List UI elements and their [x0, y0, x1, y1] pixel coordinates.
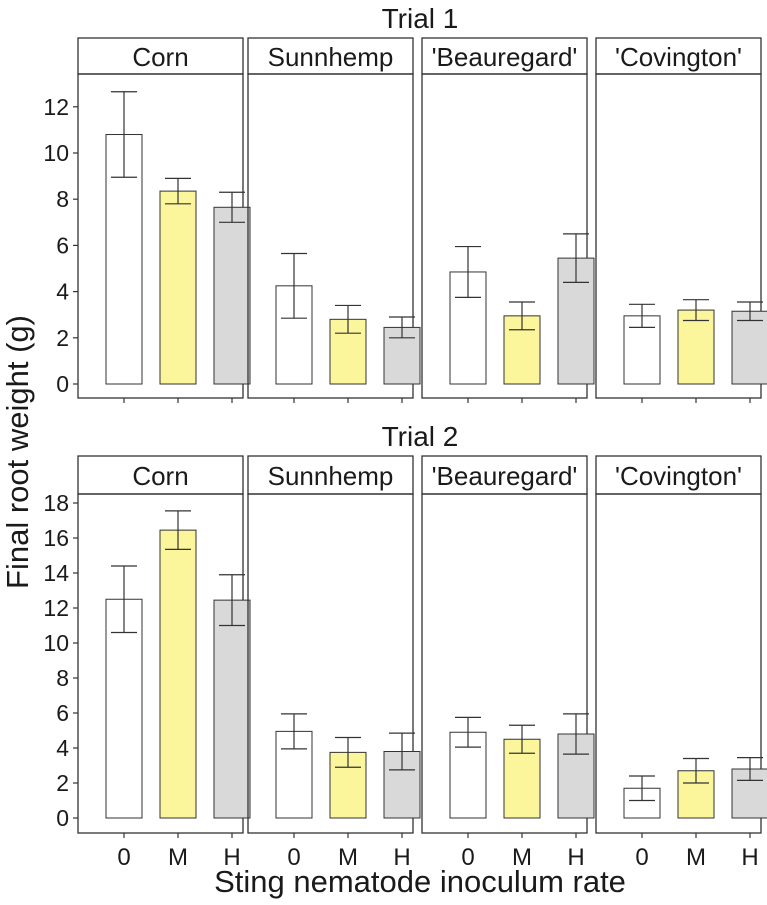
trial-2-beauregard-plot-frame	[421, 493, 588, 834]
trial-2-sunnhemp-plot-frame	[247, 493, 414, 834]
y-axis-label: Final root weight (g)	[0, 315, 35, 589]
trial-2-corn-strip-label: Corn	[132, 461, 188, 491]
trial-2-corn-panel: Corn 0 M H	[77, 455, 251, 871]
trial-2-covington-x-tick-label: 0	[635, 844, 648, 871]
trial-1-beauregard-panel: 'Beauregard'	[421, 37, 595, 403]
trial-1-beauregard-strip-label: 'Beauregard'	[432, 42, 578, 72]
trial-1-covington-strip	[595, 37, 762, 75]
trial-1-sunnhemp-strip-label: Sunnhemp	[268, 42, 394, 72]
trial-2-corn-bar-zero	[105, 598, 143, 819]
trial-1-sunnhemp-strip	[247, 37, 414, 75]
trial-2-corn-bar-m	[159, 529, 197, 819]
trial-2-beauregard-strip	[421, 455, 588, 495]
trial-2-corn-bar-h	[213, 599, 251, 819]
trial-2-sunnhemp-x-tick-label: M	[338, 844, 358, 871]
trial-1-y-tick-label: 2	[56, 325, 69, 351]
trial-2-covington-panel: 'Covington' 0 M H	[595, 455, 767, 871]
trial-2-covington-x-tick-label: H	[741, 844, 758, 871]
trial-1-title: Trial 1	[382, 3, 459, 34]
trial-1-corn-panel: Corn	[77, 37, 251, 403]
trial-2-y-tick-label: 4	[56, 735, 69, 761]
trial-2-covington-strip	[595, 455, 762, 495]
trial-2-y-tick-label: 12	[43, 595, 69, 621]
trial-2-corn-x-tick-label: 0	[117, 844, 130, 871]
trial-2-y-tick-label: 8	[56, 665, 69, 691]
trial-2-y-tick-label: 16	[43, 525, 69, 551]
trial-2-y-tick-label: 0	[56, 805, 69, 831]
trial-2-group: Trial 2 0 2 4 6 8 10 12 14 16 18 Corn 0 M H Sunnhemp 0 M H…	[43, 421, 767, 871]
trial-1-covington-panel: 'Covington'	[595, 37, 767, 403]
trial-2-y-tick-label: 10	[43, 630, 69, 656]
trial-1-sunnhemp-plot-frame	[247, 73, 414, 399]
trial-2-sunnhemp-panel: Sunnhemp 0 M H	[247, 455, 421, 871]
trial-2-y-tick-label: 2	[56, 770, 69, 796]
trial-2-covington-strip-label: 'Covington'	[615, 461, 742, 491]
trial-1-beauregard-strip	[421, 37, 588, 75]
trial-1-y-tick-label: 6	[56, 232, 69, 258]
trial-2-corn-strip	[77, 455, 244, 495]
trial-1-y-tick-label: 10	[43, 140, 69, 166]
trial-2-y-tick-label: 14	[43, 560, 69, 586]
trial-1-corn-bar-h	[213, 206, 251, 385]
trial-2-sunnhemp-strip-label: Sunnhemp	[268, 461, 394, 491]
trial-2-y-tick-label: 18	[43, 490, 69, 516]
trial-2-sunnhemp-x-tick-label: 0	[287, 844, 300, 871]
trial-2-beauregard-strip-label: 'Beauregard'	[432, 461, 578, 491]
trial-1-group: Trial 1 0 2 4 6 8 10 12 Corn Sunnhemp 'Beauregard'…	[43, 3, 767, 403]
trial-1-y-tick-label: 0	[56, 371, 69, 397]
trial-2-covington-plot-frame	[595, 493, 762, 834]
trial-1-y-tick-label: 4	[56, 279, 69, 305]
trial-2-y-tick-label: 6	[56, 700, 69, 726]
trial-2-corn-x-tick-label: M	[168, 844, 188, 871]
trial-1-corn-strip-label: Corn	[132, 42, 188, 72]
trial-1-sunnhemp-bar-zero	[275, 285, 313, 385]
trial-2-beauregard-panel: 'Beauregard' 0 M H	[421, 455, 595, 871]
trial-2-title: Trial 2	[382, 421, 459, 452]
trial-1-covington-plot-frame	[595, 73, 762, 399]
trial-1-covington-strip-label: 'Covington'	[615, 42, 742, 72]
trial-2-corn-x-tick-label: H	[223, 844, 240, 871]
trial-2-beauregard-x-tick-label: H	[567, 844, 584, 871]
trial-1-sunnhemp-panel: Sunnhemp	[247, 37, 421, 403]
trial-1-covington-bar-h	[731, 310, 767, 385]
trial-2-beauregard-x-tick-label: 0	[461, 844, 474, 871]
trial-1-y-tick-label: 12	[43, 94, 69, 120]
trial-1-corn-bar-m	[159, 190, 197, 385]
trial-1-beauregard-plot-frame	[421, 73, 588, 399]
trial-2-sunnhemp-x-tick-label: H	[393, 844, 410, 871]
trial-2-covington-x-tick-label: M	[686, 844, 706, 871]
trial-1-covington-bar-m	[677, 309, 715, 385]
x-axis-label: Sting nematode inoculum rate	[214, 864, 626, 899]
trial-2-beauregard-x-tick-label: M	[512, 844, 532, 871]
trial-1-y-tick-label: 8	[56, 186, 69, 212]
